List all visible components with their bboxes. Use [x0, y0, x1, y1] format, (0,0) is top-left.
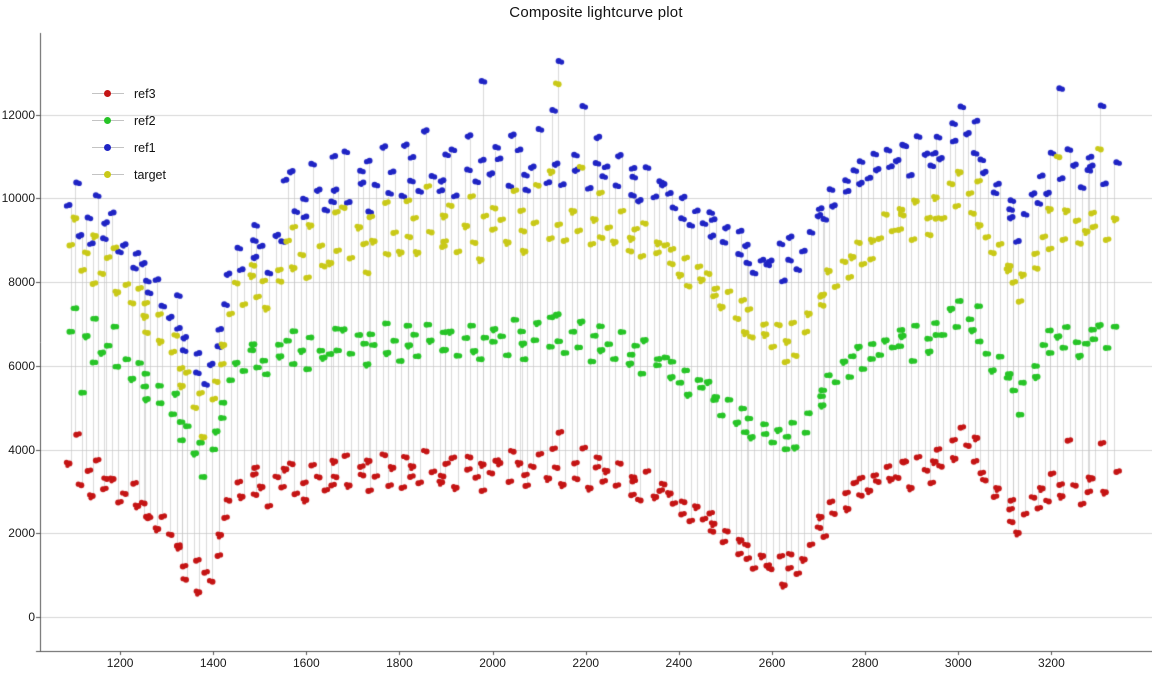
- legend-item-ref2: ref2: [92, 107, 166, 134]
- chart-title: Composite lightcurve plot: [509, 4, 683, 21]
- legend-item-ref3: ref3: [92, 80, 166, 107]
- x-tick-label: 1200: [106, 656, 134, 670]
- x-tick-label: 3000: [944, 656, 972, 670]
- legend-marker-ref2: [92, 116, 124, 126]
- x-tick-label: 3200: [1038, 656, 1065, 670]
- legend-marker-target: [92, 170, 124, 180]
- legend-label-ref1: ref1: [134, 140, 156, 155]
- legend-item-ref1: ref1: [92, 134, 166, 161]
- x-tick-label: 2200: [572, 656, 600, 670]
- legend-label-ref2: ref2: [134, 113, 156, 128]
- x-tick-label: 1600: [292, 656, 320, 670]
- y-tick-label: 0: [28, 610, 35, 624]
- y-tick-label: 12000: [1, 107, 35, 122]
- chart-legend: ref3 ref2 ref1 target: [92, 80, 166, 188]
- x-tick-label: 2800: [851, 656, 879, 670]
- y-tick-label: 8000: [8, 275, 35, 290]
- y-tick-label: 6000: [8, 358, 35, 373]
- y-tick-label: 10000: [1, 191, 35, 206]
- y-tick-label: 4000: [8, 442, 35, 457]
- x-tick-label: 2600: [758, 656, 786, 670]
- legend-marker-ref3: [92, 89, 124, 99]
- legend-label-ref3: ref3: [134, 86, 156, 101]
- x-tick-label: 1800: [386, 656, 413, 670]
- x-tick-label: 2400: [665, 656, 693, 670]
- x-tick-label: 2000: [479, 656, 506, 670]
- legend-label-target: target: [134, 167, 166, 182]
- y-tick-label: 2000: [8, 526, 35, 541]
- legend-item-target: target: [92, 161, 166, 188]
- x-tick-label: 1400: [199, 656, 227, 670]
- legend-marker-ref1: [92, 143, 124, 153]
